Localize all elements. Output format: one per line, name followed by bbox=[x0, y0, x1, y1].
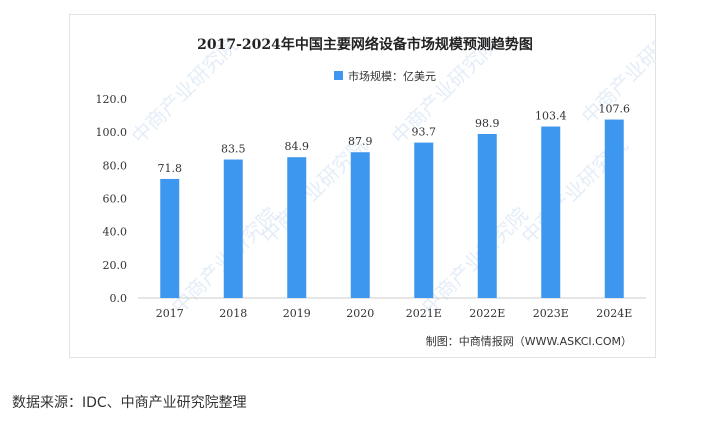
value-labels: 71.8 83.5 84.9 87.9 93.7 98.9 103.4 107.6 bbox=[158, 103, 631, 175]
y-tick-label: 100.0 bbox=[96, 126, 128, 139]
bar bbox=[477, 133, 497, 298]
chart-title: 2017-2024年中国主要网络设备市场规模预测趋势图 bbox=[197, 36, 533, 53]
x-tick-label: 2017 bbox=[156, 307, 184, 320]
chart-source-note: 制图：中商情报网（WWW.ASKCI.COM） bbox=[426, 334, 632, 348]
bar-value-label: 87.9 bbox=[348, 135, 373, 148]
bar bbox=[160, 178, 180, 298]
bar-value-label: 84.9 bbox=[285, 140, 310, 153]
bar bbox=[350, 152, 370, 298]
bar-value-label: 83.5 bbox=[221, 143, 246, 156]
watermark-layer: 中商产业研究院中商产业研究院中商产业研究院中商产业研究院中商产业研究院中商产业研… bbox=[127, 15, 655, 319]
legend-swatch bbox=[334, 71, 343, 80]
bar bbox=[223, 159, 243, 298]
x-tick-label: 2024E bbox=[596, 307, 632, 320]
x-tick-label: 2019 bbox=[283, 307, 311, 320]
y-axis: 0.0 20.0 40.0 60.0 80.0 100.0 120.0 bbox=[96, 93, 128, 305]
bar bbox=[414, 142, 434, 298]
y-tick-label: 80.0 bbox=[103, 159, 128, 172]
legend-label: 市场规模：亿美元 bbox=[348, 69, 436, 83]
bar-value-label: 98.9 bbox=[475, 117, 500, 130]
x-tick-label: 2020 bbox=[346, 307, 374, 320]
data-source-text: 数据来源：IDC、中商产业研究院整理 bbox=[12, 395, 247, 411]
chart-frame: 中商产业研究院 中商产业研究院 中商产业研究院 中商产业研究院 中商产业研究院 中商产业研… bbox=[69, 14, 656, 358]
y-tick-label: 60.0 bbox=[103, 193, 128, 206]
y-tick-label: 20.0 bbox=[103, 259, 128, 272]
bar bbox=[541, 126, 561, 298]
bar bbox=[604, 119, 624, 299]
x-tick-label: 2023E bbox=[533, 307, 569, 320]
y-tick-label: 120.0 bbox=[96, 93, 128, 106]
bar bbox=[287, 157, 307, 298]
bars bbox=[160, 119, 624, 299]
x-tick-label: 2021E bbox=[406, 307, 442, 320]
y-tick-label: 0.0 bbox=[110, 292, 128, 305]
y-tick-label: 40.0 bbox=[103, 226, 128, 239]
bar-value-label: 107.6 bbox=[599, 103, 631, 116]
legend: 市场规模：亿美元 bbox=[334, 69, 436, 83]
bar-chart: 中商产业研究院中商产业研究院中商产业研究院中商产业研究院中商产业研究院中商产业研… bbox=[96, 15, 656, 348]
bar-value-label: 93.7 bbox=[412, 126, 437, 139]
x-tick-label: 2022E bbox=[469, 307, 505, 320]
x-tick-label: 2018 bbox=[219, 307, 247, 320]
watermark-text: 中商产业研究院 bbox=[417, 203, 533, 319]
bar-value-label: 71.8 bbox=[158, 162, 183, 175]
bar-value-label: 103.4 bbox=[535, 110, 567, 123]
x-axis: 2017 2018 2019 2020 2021E 2022E 2023E 2024E bbox=[156, 307, 633, 320]
